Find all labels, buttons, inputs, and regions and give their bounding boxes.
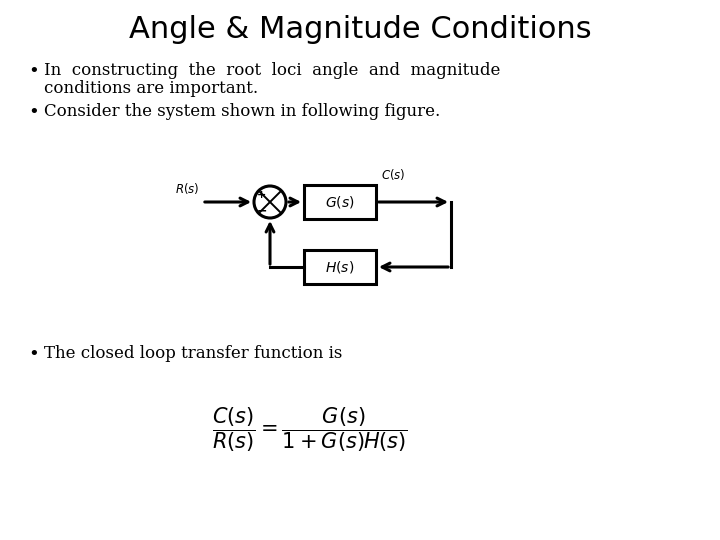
Text: $R(s)$: $R(s)$ (174, 181, 199, 196)
Text: •: • (28, 62, 39, 80)
Text: conditions are important.: conditions are important. (44, 80, 258, 97)
Text: +: + (257, 190, 266, 200)
Text: In  constructing  the  root  loci  angle  and  magnitude: In constructing the root loci angle and … (44, 62, 500, 79)
Text: •: • (28, 103, 39, 121)
Text: $C(s)$: $C(s)$ (381, 167, 405, 182)
Text: $\dfrac{C(s)}{R(s)} = \dfrac{G(s)}{1+G(s)H(s)}$: $\dfrac{C(s)}{R(s)} = \dfrac{G(s)}{1+G(s… (212, 406, 408, 454)
Text: The closed loop transfer function is: The closed loop transfer function is (44, 345, 343, 362)
Text: $H(s)$: $H(s)$ (325, 259, 355, 275)
Bar (304, 250, 376, 284)
Bar (304, 185, 376, 219)
Text: Angle & Magnitude Conditions: Angle & Magnitude Conditions (129, 15, 591, 44)
Text: Consider the system shown in following figure.: Consider the system shown in following f… (44, 103, 440, 120)
Text: •: • (28, 345, 39, 363)
Text: $G(s)$: $G(s)$ (325, 194, 355, 210)
Text: −: − (257, 204, 267, 217)
